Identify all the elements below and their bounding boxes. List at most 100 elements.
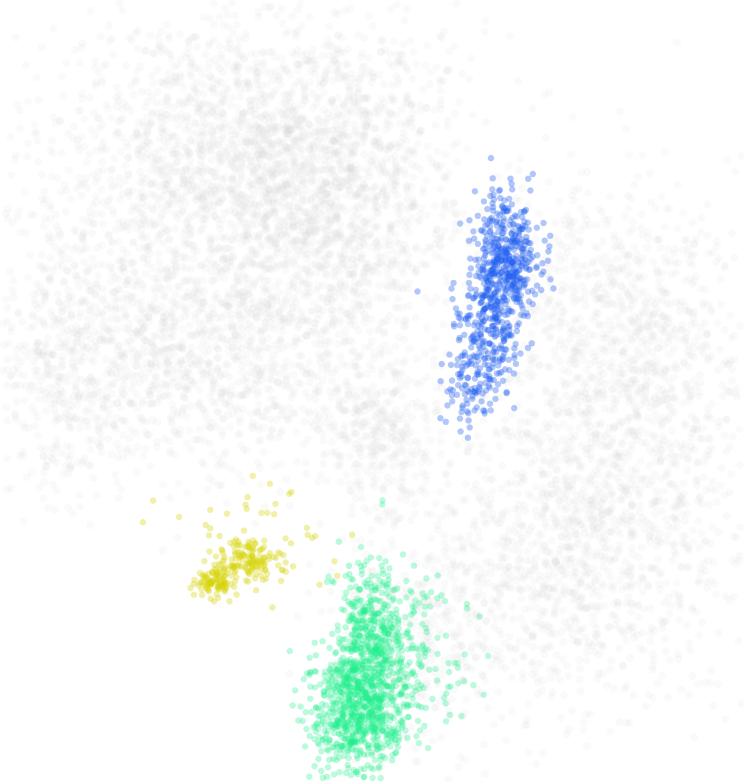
scatter-point [342, 280, 350, 289]
scatter-point [185, 231, 194, 239]
scatter-point [185, 321, 194, 330]
scatter-point [184, 214, 193, 223]
scatter-point [361, 109, 370, 118]
scatter-point [124, 444, 132, 453]
scatter-point [402, 456, 411, 464]
scatter-point [181, 125, 190, 134]
scatter-point [348, 428, 357, 437]
scatter-point [148, 385, 157, 394]
scatter-point [65, 423, 74, 432]
scatter-point [687, 251, 696, 260]
scatter-point [605, 316, 614, 325]
scatter-point [322, 179, 331, 187]
scatter-point [199, 193, 208, 202]
scatter-point [172, 245, 181, 254]
scatter-point [235, 63, 244, 72]
scatter-point [166, 449, 175, 458]
scatter-point [318, 51, 327, 60]
scatter-point [334, 30, 343, 39]
scatter-point [252, 58, 261, 67]
scatter-point [179, 344, 188, 353]
scatter-point [355, 188, 364, 197]
scatter-point [235, 212, 243, 221]
scatter-point [371, 182, 380, 191]
scatter-point [377, 37, 386, 46]
scatter-point [170, 250, 179, 259]
scatter-point [162, 266, 171, 275]
scatter-point [433, 147, 442, 156]
scatter-point [241, 108, 250, 117]
scatter-point [260, 502, 269, 511]
scatter-point [148, 79, 157, 88]
scatter-point [198, 276, 207, 285]
scatter-point [169, 78, 178, 87]
scatter-point [335, 203, 343, 212]
scatter-point [333, 228, 342, 237]
scatter-point [26, 251, 34, 260]
scatter-point [401, 321, 410, 330]
scatter-point [10, 155, 19, 164]
scatter-point [72, 275, 81, 284]
scatter-point [211, 197, 219, 206]
scatter-point [246, 345, 255, 354]
scatter-point [442, 272, 451, 281]
scatter-point [304, 226, 313, 235]
scatter-point [324, 169, 333, 178]
scatter-point [261, 168, 270, 177]
scatter-point [336, 306, 344, 315]
scatter-point [38, 170, 47, 179]
scatter-point [444, 168, 453, 177]
scatter-point [302, 469, 311, 478]
scatter-point [103, 325, 112, 334]
scatter-point [198, 330, 207, 339]
scatter-point [367, 314, 375, 323]
scatter-point [227, 236, 236, 245]
scatter-point [223, 10, 231, 19]
scatter-point [468, 110, 477, 119]
scatter-point [46, 146, 55, 155]
scatter-point [266, 198, 275, 207]
scatter-point [408, 399, 417, 408]
scatter-point [301, 228, 310, 237]
scatter-point [307, 56, 316, 65]
scatter-point [7, 327, 16, 336]
scatter-point [232, 66, 241, 75]
scatter-point [354, 281, 363, 290]
scatter-point [242, 390, 251, 399]
scatter-point [381, 125, 390, 134]
scatter-point [74, 299, 83, 308]
scatter-point [62, 442, 71, 450]
scatter-point [325, 22, 334, 31]
scatter-point [267, 93, 275, 102]
scatter-point [88, 254, 97, 263]
scatter-point [410, 500, 419, 509]
scatter-point [322, 406, 331, 415]
scatter-point [182, 117, 191, 126]
scatter-point [320, 105, 328, 114]
scatter-point [159, 136, 168, 145]
scatter-point [645, 169, 654, 178]
scatter-point [394, 459, 403, 467]
scatter-point [161, 382, 170, 391]
scatter-point [365, 12, 373, 21]
scatter-point [544, 178, 553, 186]
scatter-point [148, 49, 157, 58]
scatter-point [261, 193, 270, 202]
scatter-point [60, 413, 69, 422]
scatter-point [308, 261, 317, 270]
scatter-point [131, 215, 140, 224]
scatter-point [356, 462, 365, 471]
scatter-point [380, 168, 388, 177]
scatter-point [436, 32, 444, 41]
scatter-point [320, 88, 329, 97]
scatter-point [359, 301, 368, 310]
scatter-point [255, 101, 264, 110]
scatter-point [118, 255, 127, 264]
scatter-point [70, 346, 79, 354]
scatter-point [299, 246, 308, 255]
scatter-point [360, 180, 369, 189]
scatter-point [41, 340, 50, 349]
scatter-point [306, 122, 315, 131]
scatter-point [129, 202, 138, 210]
scatter-point [201, 119, 210, 128]
